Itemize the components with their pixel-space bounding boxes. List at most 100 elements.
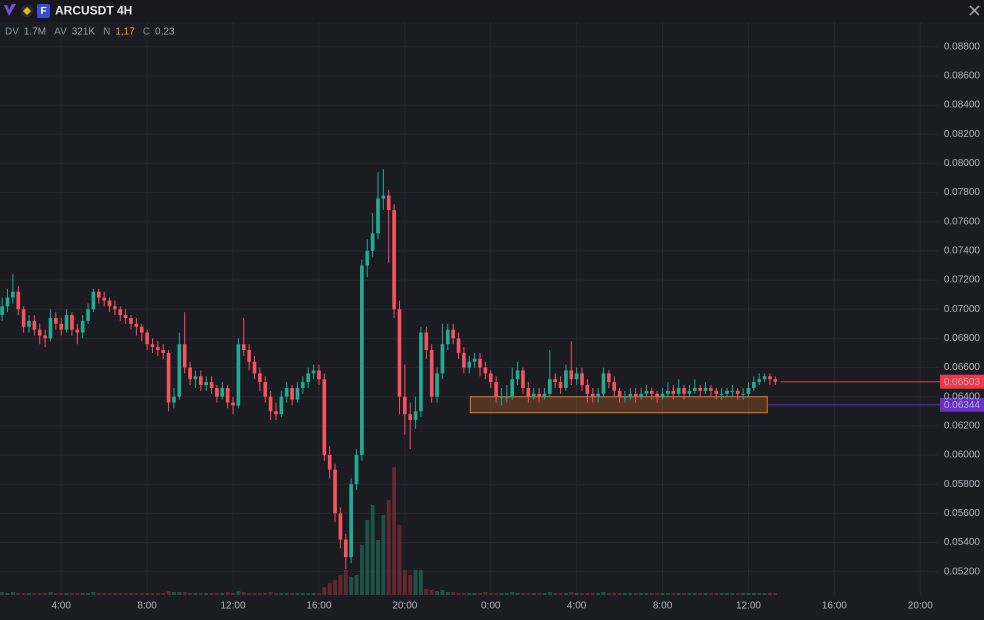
candle-body [102,297,106,301]
candle-body [21,309,26,327]
y-tick-label: 0.08600 [944,71,981,82]
volume-bar [214,593,219,595]
candle-body [54,317,58,324]
candle-body [360,265,364,456]
volume-bar [644,593,649,595]
candle-body [166,352,171,403]
candle-body [113,306,117,310]
candle-body [118,309,123,316]
volume-bar [268,592,273,595]
volume-bar [461,593,466,595]
candle-body [70,315,74,330]
volume-bar [247,593,252,595]
volume-bar [376,540,380,595]
candle-body [692,387,697,391]
volume-bar [365,520,370,595]
candle-body [478,358,482,368]
candle-body [37,329,42,336]
volume-bar [649,593,654,595]
volume-bar [96,593,101,595]
volume-bar [596,593,601,595]
volume-bar [209,593,214,595]
volume-bar [692,593,697,595]
candle-body [343,539,348,558]
y-tick-label: 0.07800 [944,187,981,198]
candle-body [569,370,574,380]
candle-body [660,393,665,397]
y-tick-label: 0.06600 [944,362,981,373]
x-tick-label: 16:00 [306,601,331,612]
close-button[interactable] [969,5,980,16]
close-icon[interactable] [969,5,980,16]
candle-body [612,382,617,391]
candle-body [139,326,144,333]
volume-bar [537,593,542,595]
candle-body [456,338,461,353]
volume-bar [32,593,37,595]
volume-bar [730,593,735,595]
volume-bar [612,593,617,595]
volume-bar [59,593,64,595]
volume-bar [48,592,53,595]
candle-body [156,347,160,351]
candle-body [381,195,386,199]
volume-bar [531,593,536,595]
y-tick-label: 0.05200 [944,566,981,577]
candle-body [198,376,203,386]
candle-body [580,373,584,386]
price-label-bg [940,397,984,412]
volume-bar [708,593,713,595]
volume-bar [773,593,778,595]
candle-body [258,373,262,383]
candle-body [666,390,670,394]
volume-bar [703,593,708,595]
volume-bar [402,570,407,595]
candle-body [172,396,176,403]
volume-bar [574,593,579,595]
volume-bar [21,593,26,595]
candle-body [91,291,96,310]
volume-bar [118,593,123,595]
candle-body [209,382,214,388]
volume-bar [338,575,343,595]
volume-bar [204,593,209,595]
candle-body [558,382,563,388]
candle-body [231,402,235,406]
volume-bar [300,593,305,595]
candle-body [741,393,745,395]
volume-bar [263,593,268,595]
candle-body [531,393,536,397]
volume-bar [504,593,509,595]
volume-bar [623,593,627,595]
volume-bar [397,525,402,595]
volume-bar [252,593,257,595]
candle-body [639,393,643,397]
volume-bar [606,593,611,595]
candle-body [306,373,311,383]
candle-body [746,387,751,394]
candle-body [268,396,273,412]
candle-body [145,332,149,345]
volume-bar [295,593,300,595]
candle-body [129,317,133,324]
candle-body [547,379,552,394]
volume-bar [735,593,740,595]
volume-bar [343,570,348,595]
volume-bar [53,593,58,595]
volume-bar [5,593,10,595]
candle-body [247,350,251,362]
volume-bar [429,590,434,595]
candle-body [134,323,139,327]
candle-body [27,320,31,327]
x-tick-label: 4:00 [51,601,71,612]
volume-bar [134,593,139,595]
x-tick-label: 12:00 [221,601,246,612]
candle-body [295,387,300,400]
candle-body [526,387,531,397]
volume-bar [316,593,321,595]
candle-body [284,387,289,397]
candle-body [220,387,225,397]
volume-bar [665,593,670,595]
